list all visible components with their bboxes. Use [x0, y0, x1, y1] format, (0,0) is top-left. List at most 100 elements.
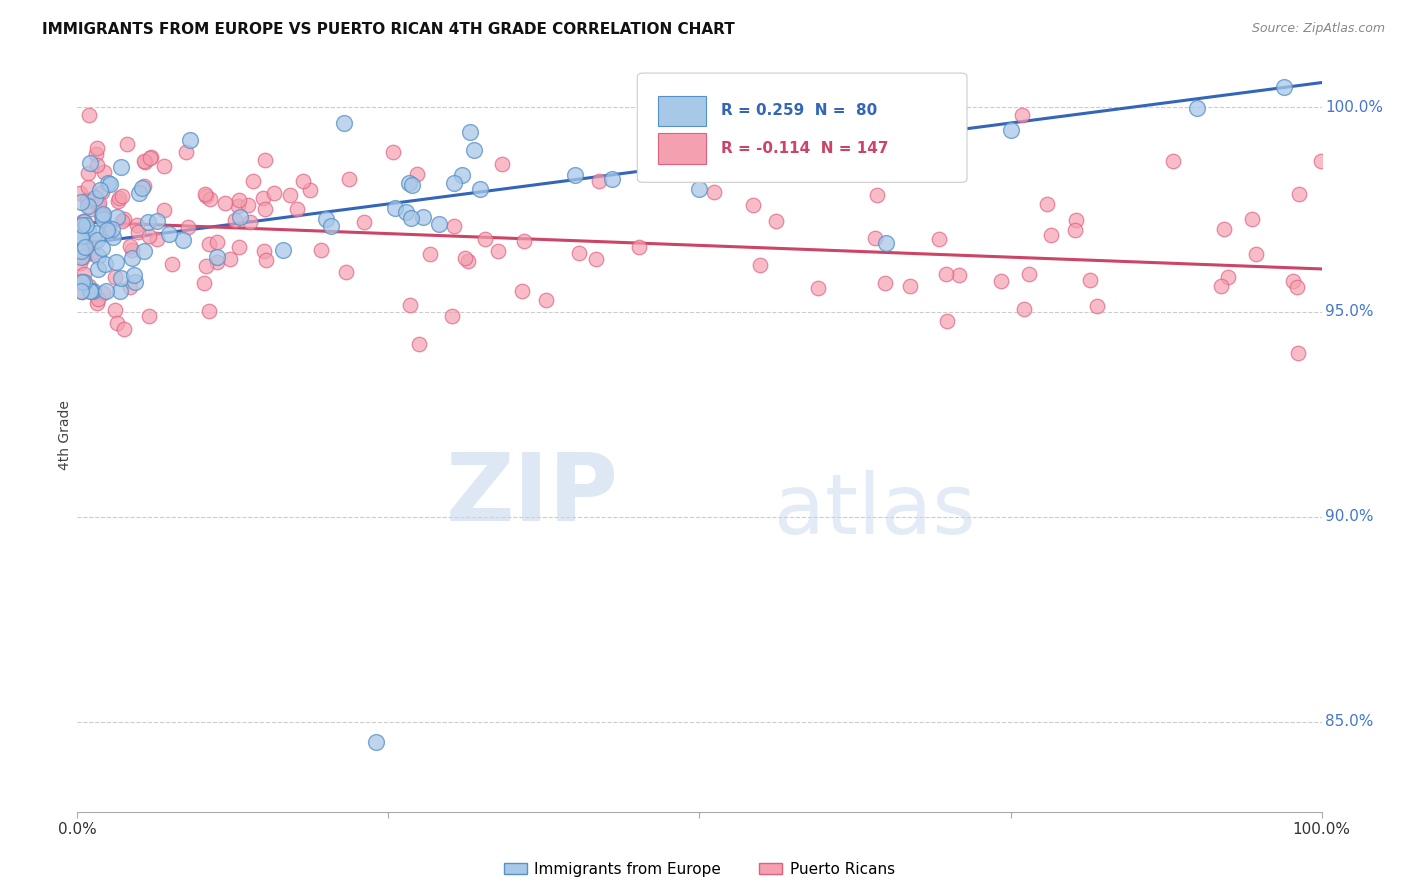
- Point: [75, 246, 97, 260]
- Point: [315, 211, 337, 226]
- Point: [394, 205, 416, 219]
- Point: [97, 177, 120, 191]
- Point: [205, 235, 228, 249]
- Point: [1012, 301, 1035, 316]
- Point: [748, 258, 770, 272]
- Point: [873, 276, 896, 290]
- Point: [1282, 274, 1305, 288]
- Point: [160, 257, 183, 271]
- Point: [96, 285, 118, 299]
- Point: [70, 219, 93, 233]
- Point: [585, 252, 607, 267]
- Point: [79, 155, 101, 169]
- Point: [285, 202, 308, 216]
- Point: [110, 161, 132, 175]
- Point: [224, 213, 246, 227]
- Point: [93, 286, 115, 301]
- Text: Source: ZipAtlas.com: Source: ZipAtlas.com: [1251, 22, 1385, 36]
- Point: [70, 228, 93, 243]
- Point: [73, 215, 96, 229]
- Point: [86, 296, 108, 310]
- Point: [488, 244, 510, 258]
- Point: [335, 265, 357, 279]
- Point: [1286, 346, 1309, 360]
- Point: [87, 249, 110, 263]
- Point: [82, 285, 104, 299]
- Point: [893, 139, 915, 153]
- Point: [1212, 222, 1234, 236]
- Point: [153, 159, 176, 173]
- Point: [252, 191, 274, 205]
- Point: [1018, 267, 1040, 281]
- Point: [194, 259, 217, 273]
- Point: [205, 250, 228, 264]
- Point: [1218, 270, 1240, 285]
- Point: [271, 243, 294, 257]
- Point: [229, 210, 252, 224]
- Point: [172, 233, 194, 247]
- Point: [108, 285, 131, 299]
- Point: [86, 158, 108, 172]
- Point: [86, 233, 108, 247]
- Point: [75, 218, 97, 232]
- Point: [838, 115, 860, 129]
- Point: [1288, 186, 1310, 201]
- Point: [70, 244, 93, 258]
- Point: [84, 147, 107, 161]
- Point: [898, 279, 921, 293]
- Point: [936, 314, 959, 328]
- Point: [935, 267, 957, 281]
- Point: [1272, 79, 1295, 94]
- Point: [263, 186, 285, 200]
- Point: [751, 129, 773, 144]
- Point: [1285, 280, 1308, 294]
- Point: [70, 284, 93, 298]
- Point: [104, 269, 127, 284]
- Point: [112, 211, 135, 226]
- Point: [588, 174, 610, 188]
- Point: [177, 220, 200, 235]
- Point: [689, 182, 711, 196]
- Point: [76, 180, 98, 194]
- Point: [121, 251, 143, 265]
- Point: [103, 229, 125, 244]
- Point: [134, 154, 156, 169]
- Point: [193, 276, 215, 290]
- Point: [382, 145, 405, 159]
- Point: [80, 194, 103, 209]
- Point: [333, 115, 356, 129]
- Point: [132, 179, 155, 194]
- Point: [928, 232, 950, 246]
- Legend: Immigrants from Europe, Puerto Ricans: Immigrants from Europe, Puerto Ricans: [498, 856, 901, 883]
- Text: 85.0%: 85.0%: [1326, 714, 1374, 729]
- Point: [741, 198, 763, 212]
- Point: [765, 214, 787, 228]
- Point: [194, 187, 217, 202]
- Point: [292, 174, 315, 188]
- Point: [703, 186, 725, 200]
- Point: [1246, 247, 1268, 261]
- Point: [70, 195, 93, 210]
- Point: [75, 240, 97, 254]
- Point: [153, 202, 176, 217]
- Point: [408, 337, 430, 351]
- Point: [1309, 154, 1331, 169]
- Point: [87, 197, 110, 211]
- Point: [311, 243, 333, 257]
- Point: [86, 261, 108, 276]
- Point: [121, 243, 143, 257]
- Point: [73, 267, 96, 281]
- Point: [108, 191, 131, 205]
- Point: [401, 178, 423, 192]
- Point: [198, 192, 221, 206]
- Point: [366, 735, 388, 749]
- Point: [399, 211, 422, 226]
- Point: [491, 157, 513, 171]
- Y-axis label: 4th Grade: 4th Grade: [58, 400, 72, 470]
- Point: [90, 241, 112, 255]
- Point: [236, 198, 259, 212]
- Point: [115, 137, 138, 152]
- Point: [253, 244, 276, 259]
- Point: [91, 207, 114, 221]
- Point: [69, 256, 91, 270]
